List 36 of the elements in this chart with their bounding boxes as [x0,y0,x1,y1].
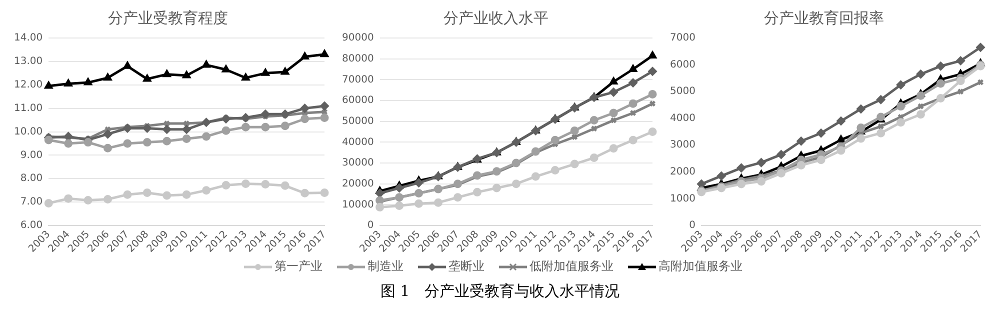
y-tick-label: 7.00 [20,196,43,208]
legend-label: 低附加值服务业 [530,258,614,275]
y-tick-label: 0 [689,220,696,232]
legend-label: 第一产业 [274,258,322,275]
y-tick-label: 60000 [342,95,374,106]
y-tick-label: 10.00 [14,126,43,138]
y-tick-label: 1000 [670,193,696,204]
legend-label: 高附加值服务业 [658,258,742,275]
y-tick-label: 9.00 [20,150,43,161]
y-tick-label: 13.00 [14,56,43,68]
chart-title: 分产业教育回报率 [764,8,884,27]
y-tick-label: 3000 [670,140,696,151]
y-tick-label: 40000 [342,136,374,148]
y-tick-label: 7000 [670,32,696,44]
legend-label: 垄断业 [448,258,484,275]
y-tick-label: 14.00 [14,32,43,44]
caption: 图 1 分产业受教育与收入水平情况 [379,282,621,300]
chart-title: 分产业受教育程度 [108,8,228,27]
y-tick-label: 80000 [342,53,374,64]
y-tick-label: 11.00 [14,102,43,114]
y-tick-label: 8.00 [20,173,43,184]
y-tick-label: 20000 [342,178,374,190]
y-tick-label: 10000 [342,199,374,210]
y-tick-label: 4000 [670,112,696,124]
y-tick-label: 6000 [670,59,696,70]
y-tick-label: 6.00 [20,220,43,232]
y-tick-label: 90000 [342,32,374,44]
y-tick-label: 12.00 [14,79,43,90]
chart-title: 分产业收入水平 [444,8,548,27]
y-tick-label: 2000 [670,166,696,178]
legend-label: 制造业 [368,258,404,275]
y-tick-label: 0 [367,220,374,232]
y-tick-label: 70000 [342,74,374,86]
y-tick-label: 5000 [670,86,696,98]
y-tick-label: 30000 [342,158,374,169]
y-tick-label: 50000 [342,116,374,127]
